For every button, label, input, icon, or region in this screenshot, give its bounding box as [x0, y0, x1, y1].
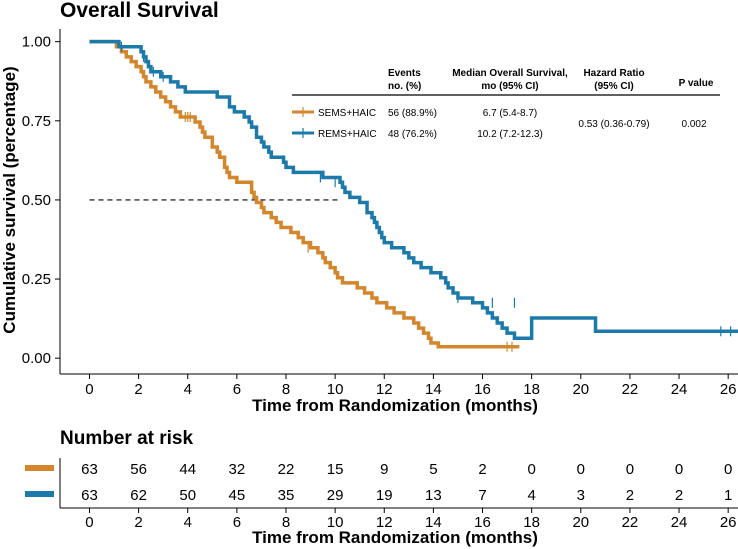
risk-value: 4 — [527, 487, 535, 504]
risk-value: 45 — [229, 487, 246, 504]
risk-value: 0 — [527, 461, 535, 478]
legend-events-sems: 56 (88.9%) — [388, 108, 437, 119]
risk-value: 29 — [327, 487, 344, 504]
legend-label-sems: SEMS+HAIC — [318, 108, 376, 119]
survival-curve-rems — [89, 39, 738, 340]
x-tick-label: 22 — [622, 381, 639, 398]
risk-x-tick-label: 14 — [425, 514, 442, 531]
risk-x-tick-label: 6 — [233, 514, 241, 531]
risk-x-ticks: 0 2 4 6 8 10 12 14 16 18 20 22 24 26 — [85, 508, 737, 531]
y-tick-label: 0.75 — [22, 113, 51, 130]
risk-value: 44 — [179, 461, 196, 478]
risk-value: 0 — [675, 461, 683, 478]
x-tick-label: 10 — [327, 381, 344, 398]
legend-p-value: 0.002 — [681, 119, 706, 130]
y-tick-label: 0.25 — [22, 271, 51, 288]
risk-x-axis-title: Time from Randomization (months) — [252, 528, 538, 547]
x-tick-label: 0 — [85, 381, 93, 398]
legend-header-events-1: Events — [388, 68, 421, 79]
risk-x-tick-label: 18 — [523, 514, 540, 531]
x-tick-label: 4 — [184, 381, 192, 398]
risk-table-title: Number at risk — [60, 428, 193, 449]
survival-curve-sems — [89, 39, 520, 349]
risk-value: 0 — [577, 461, 585, 478]
x-tick-label: 2 — [134, 381, 142, 398]
risk-x-tick-label: 2 — [134, 514, 142, 531]
risk-value: 32 — [229, 461, 246, 478]
risk-x-tick-label: 26 — [720, 514, 737, 531]
legend-header-median-2: mo (95% CI) — [481, 81, 538, 92]
risk-x-tick-label: 20 — [572, 514, 589, 531]
risk-x-tick-label: 0 — [85, 514, 93, 531]
risk-x-tick-label: 24 — [671, 514, 688, 531]
y-axis-title: Cumulative survival (percentage) — [0, 66, 19, 333]
legend-header-events-2: no. (%) — [388, 81, 421, 92]
legend-header-pvalue: P value — [679, 78, 714, 89]
x-tick-label: 8 — [282, 381, 290, 398]
risk-x-tick-label: 8 — [282, 514, 290, 531]
risk-value: 13 — [425, 487, 442, 504]
risk-x-tick-label: 16 — [474, 514, 491, 531]
risk-x-tick-label: 4 — [184, 514, 192, 531]
legend-events-rems: 48 (76.2%) — [388, 129, 437, 140]
x-ticks: 0 2 4 6 8 10 12 14 16 18 20 22 24 26 — [85, 374, 737, 398]
risk-value: 22 — [278, 461, 295, 478]
legend-label-rems: REMS+HAIC — [318, 129, 377, 140]
risk-value: 62 — [130, 487, 147, 504]
legend-header-hazard-2: (95% CI) — [594, 81, 633, 92]
risk-value: 2 — [626, 487, 634, 504]
x-tick-label: 16 — [474, 381, 491, 398]
legend: Events no. (%) Median Overall Survival, … — [292, 68, 720, 140]
x-tick-label: 14 — [425, 381, 442, 398]
risk-value: 15 — [327, 461, 344, 478]
risk-value: 50 — [179, 487, 196, 504]
legend-hazard-ratio: 0.53 (0.36-0.79) — [578, 119, 649, 130]
legend-header-hazard-1: Hazard Ratio — [583, 68, 644, 79]
risk-value: 63 — [81, 461, 98, 478]
risk-value: 63 — [81, 487, 98, 504]
y-tick-label: 0.00 — [22, 350, 51, 367]
risk-value: 1 — [724, 487, 732, 504]
x-tick-label: 6 — [233, 381, 241, 398]
y-tick-label: 1.00 — [22, 34, 51, 51]
legend-median-rems: 10.2 (7.2-12.3) — [477, 129, 543, 140]
risk-value: 0 — [626, 461, 634, 478]
risk-value: 35 — [278, 487, 295, 504]
risk-x-tick-label: 10 — [327, 514, 344, 531]
chart-title: Overall Survival — [60, 0, 219, 22]
risk-x-tick-label: 22 — [622, 514, 639, 531]
risk-value: 2 — [675, 487, 683, 504]
y-ticks: 0.00 0.25 0.50 0.75 1.00 — [22, 34, 60, 367]
risk-value: 7 — [478, 487, 486, 504]
risk-value: 2 — [478, 461, 486, 478]
risk-value: 19 — [376, 487, 393, 504]
risk-value: 56 — [130, 461, 147, 478]
legend-header-median-1: Median Overall Survival, — [452, 68, 568, 79]
risk-x-tick-label: 12 — [376, 514, 393, 531]
x-axis-title: Time from Randomization (months) — [252, 396, 538, 415]
x-tick-label: 20 — [572, 381, 589, 398]
risk-value: 3 — [577, 487, 585, 504]
risk-value: 5 — [429, 461, 437, 478]
survival-curves — [89, 39, 738, 352]
x-tick-label: 24 — [671, 381, 688, 398]
risk-values: 63 56 44 32 22 15 9 5 2 0 0 0 0 063 62 50 45 35 29 19 13 7 4 3 2… — [81, 461, 732, 504]
risk-value: 9 — [380, 461, 388, 478]
legend-median-sems: 6.7 (5.4-8.7) — [483, 108, 537, 119]
x-tick-label: 12 — [376, 381, 393, 398]
x-tick-label: 18 — [523, 381, 540, 398]
x-tick-label: 26 — [720, 381, 737, 398]
risk-value: 0 — [724, 461, 732, 478]
y-tick-label: 0.50 — [22, 192, 51, 209]
